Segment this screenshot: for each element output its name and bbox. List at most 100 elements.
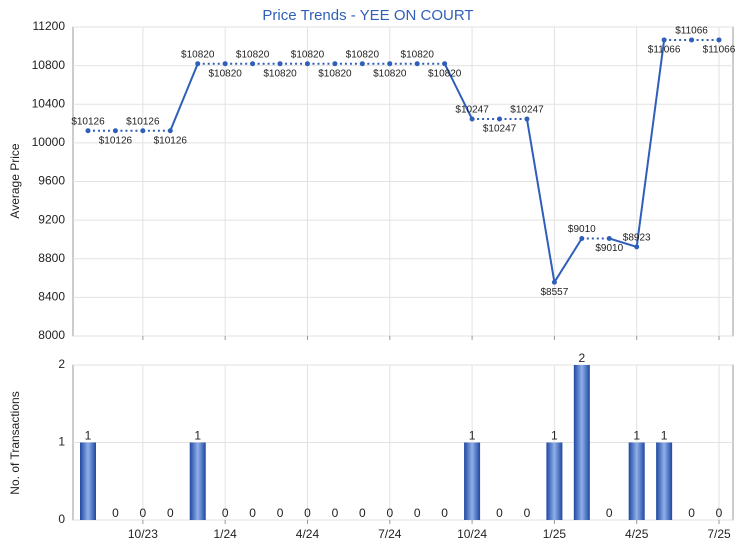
- data-label: $11066: [675, 26, 708, 37]
- data-label: 1: [661, 429, 668, 443]
- data-label: $10126: [154, 135, 188, 146]
- x-tick-label: 10/23: [128, 527, 158, 541]
- point: [524, 116, 530, 122]
- data-label: $9010: [595, 243, 623, 254]
- point: [332, 61, 338, 67]
- point: [112, 128, 118, 134]
- point: [359, 61, 365, 67]
- y-tick-label: 10400: [32, 96, 66, 110]
- point: [661, 37, 667, 43]
- point: [250, 61, 256, 67]
- line-segment: [169, 63, 199, 132]
- data-label: $10820: [236, 49, 270, 60]
- data-label: 0: [112, 506, 119, 520]
- x-tick-label: 1/25: [543, 527, 567, 541]
- data-label: $10820: [428, 68, 462, 79]
- data-label: $10247: [510, 105, 544, 116]
- point: [579, 235, 585, 241]
- data-label: 0: [167, 506, 174, 520]
- point: [277, 61, 283, 67]
- y-tick-label: 8400: [38, 290, 65, 304]
- data-label: $9010: [568, 224, 596, 235]
- data-label: $10126: [126, 116, 160, 127]
- data-label: 0: [222, 506, 229, 520]
- data-label: 0: [414, 506, 421, 520]
- data-label: $10126: [71, 116, 105, 127]
- point: [689, 37, 695, 43]
- y-tick-label: 9200: [38, 212, 65, 226]
- data-label: $10820: [263, 68, 297, 79]
- data-label: 0: [304, 506, 311, 520]
- data-label: $8923: [623, 233, 651, 244]
- data-label: 0: [332, 506, 339, 520]
- bar: [464, 442, 481, 520]
- data-label: 1: [85, 429, 92, 443]
- x-tick-label: 10/24: [457, 527, 487, 541]
- data-label: $11066: [703, 45, 736, 56]
- point: [304, 61, 310, 67]
- point: [716, 37, 722, 43]
- point: [469, 116, 475, 122]
- data-label: 1: [633, 429, 640, 443]
- y-tick-label: 2: [58, 357, 65, 371]
- data-label: 0: [140, 506, 147, 520]
- data-label: $10820: [181, 49, 215, 60]
- data-label: 0: [441, 506, 448, 520]
- line-segment: [525, 118, 556, 283]
- chart-title: Price Trends - YEE ON COURT: [262, 7, 473, 24]
- data-label: 0: [606, 506, 613, 520]
- point: [634, 244, 640, 250]
- data-label: 0: [249, 506, 256, 520]
- point: [387, 61, 393, 67]
- y-tick-label: 1: [58, 435, 65, 449]
- point: [606, 235, 612, 241]
- point: [140, 128, 146, 134]
- data-label: 0: [277, 506, 284, 520]
- data-label: $10820: [346, 49, 380, 60]
- data-label: $8557: [540, 287, 568, 298]
- data-label: 0: [524, 506, 531, 520]
- line-segment: [553, 237, 583, 283]
- data-label: $10820: [291, 49, 325, 60]
- data-label: 1: [469, 429, 476, 443]
- data-label: 1: [551, 429, 558, 443]
- data-label: 0: [359, 506, 366, 520]
- data-label: $10820: [318, 68, 352, 79]
- point: [85, 128, 91, 134]
- x-tick-label: 7/24: [378, 527, 402, 541]
- point: [195, 61, 201, 67]
- y-tick-label: 11200: [33, 19, 66, 33]
- line-segment: [443, 63, 473, 120]
- data-label: $10126: [99, 135, 133, 146]
- data-label: $10820: [373, 68, 407, 79]
- bar: [656, 442, 673, 520]
- point: [442, 61, 448, 67]
- y-tick-label: 10000: [32, 135, 66, 149]
- data-label: 0: [688, 506, 695, 520]
- y-tick-label: 8800: [38, 251, 65, 265]
- y-tick-label: 8000: [38, 328, 65, 342]
- bar: [80, 442, 96, 520]
- x-tick-label: 4/25: [625, 527, 649, 541]
- data-label: $11066: [648, 45, 681, 56]
- data-label: $10247: [455, 105, 489, 116]
- data-label: $10820: [401, 49, 435, 60]
- y-axis-label: No. of Transactions: [8, 391, 22, 494]
- data-label: 2: [578, 351, 585, 365]
- line-segment: [635, 39, 666, 248]
- data-label: 0: [716, 506, 723, 520]
- point: [497, 116, 503, 122]
- y-axis-label: Average Price: [8, 143, 22, 218]
- x-tick-label: 7/25: [707, 527, 731, 541]
- bar: [546, 442, 563, 520]
- y-tick-label: 10800: [32, 58, 66, 72]
- line-segment: [608, 237, 637, 248]
- y-tick-label: 0: [58, 512, 65, 526]
- data-label: $10820: [208, 68, 242, 79]
- bar: [628, 442, 645, 520]
- data-label: 0: [496, 506, 503, 520]
- point: [414, 61, 420, 67]
- x-tick-label: 4/24: [296, 527, 320, 541]
- point: [167, 128, 173, 134]
